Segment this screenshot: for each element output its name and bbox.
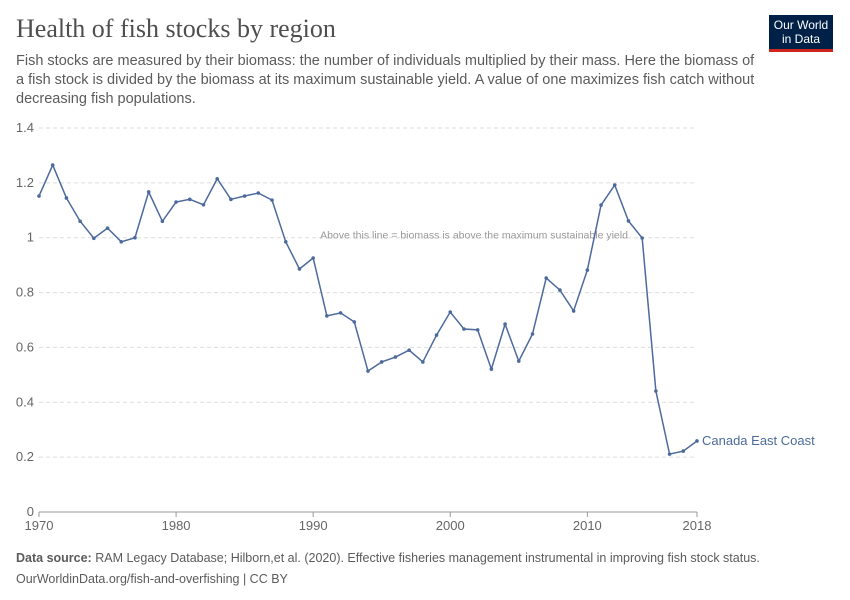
x-tick-label: 1990: [299, 518, 328, 533]
data-point: [64, 196, 69, 200]
data-point: [297, 267, 302, 271]
x-tick-label: 1970: [25, 518, 54, 533]
footer: Data source: RAM Legacy Database; Hilbor…: [16, 548, 760, 590]
data-point: [626, 219, 631, 223]
data-point: [133, 235, 137, 240]
data-point: [530, 332, 535, 336]
data-point: [654, 389, 658, 393]
data-point: [187, 197, 192, 202]
x-tick-label: 2018: [683, 518, 712, 533]
data-point: [558, 288, 562, 292]
data-point: [612, 183, 617, 187]
data-point: [489, 367, 494, 371]
owid-logo[interactable]: Our World in Data: [769, 15, 833, 52]
y-tick-label: 1.4: [16, 120, 34, 135]
data-point: [270, 198, 274, 202]
data-point: [37, 194, 41, 198]
y-tick-label: 0: [27, 504, 34, 519]
data-point: [681, 449, 686, 453]
data-point: [544, 276, 549, 280]
data-point: [475, 328, 480, 332]
data-point: [105, 226, 110, 230]
data-point: [119, 240, 124, 244]
threshold-annotation: Above this line = biomass is above the m…: [320, 230, 628, 242]
x-tick-label: 2010: [573, 518, 602, 533]
series-line: [38, 163, 698, 456]
data-point: [667, 452, 672, 456]
data-point: [146, 190, 151, 194]
data-point: [338, 311, 343, 315]
data-point: [407, 348, 411, 352]
y-tick-label: 0.2: [16, 449, 34, 464]
data-point: [503, 322, 507, 326]
x-tick-label: 1980: [162, 518, 191, 533]
data-point: [434, 333, 439, 337]
data-point: [379, 360, 384, 364]
data-point: [160, 219, 165, 224]
data-point: [50, 163, 55, 167]
data-point: [201, 203, 206, 207]
data-point: [78, 219, 82, 224]
y-tick-label: 1: [27, 230, 34, 245]
data-point: [448, 310, 453, 314]
data-point: [366, 369, 370, 373]
data-point: [462, 327, 466, 331]
data-point: [283, 240, 288, 244]
data-point: [571, 309, 576, 313]
y-tick-label: 0.8: [16, 285, 34, 300]
data-point: [516, 359, 521, 363]
data-point: [599, 203, 603, 207]
source-text: RAM Legacy Database; Hilborn,et al. (202…: [95, 551, 760, 565]
x-tick-label: 2000: [436, 518, 465, 533]
data-point: [256, 191, 261, 195]
data-point: [311, 256, 315, 260]
data-point: [325, 314, 329, 318]
data-point: [92, 236, 96, 241]
y-tick-label: 0.4: [16, 394, 34, 409]
y-tick-label: 0.6: [16, 339, 34, 354]
data-point: [585, 268, 590, 272]
data-point: [229, 197, 233, 202]
source-label: Data source:: [16, 551, 92, 565]
data-point: [215, 176, 220, 181]
data-point: [352, 320, 357, 324]
chart-subtitle: Fish stocks are measured by their biomas…: [16, 53, 755, 107]
line-chart: 0 0.2 0.4 0.6 0.8 1 1.2 1.4 1970 1980 1990 2000 2010…: [16, 120, 815, 533]
data-point: [695, 439, 699, 443]
data-point: [421, 360, 425, 364]
chart-title: Health of fish stocks by region: [16, 14, 336, 43]
series-label: Canada East Coast: [702, 433, 815, 448]
y-tick-label: 1.2: [16, 175, 34, 190]
data-point: [393, 355, 398, 359]
data-point: [174, 200, 178, 204]
data-point: [242, 194, 247, 198]
data-point: [640, 236, 644, 240]
url-license[interactable]: OurWorldinData.org/fish-and-overfishing …: [16, 572, 288, 586]
